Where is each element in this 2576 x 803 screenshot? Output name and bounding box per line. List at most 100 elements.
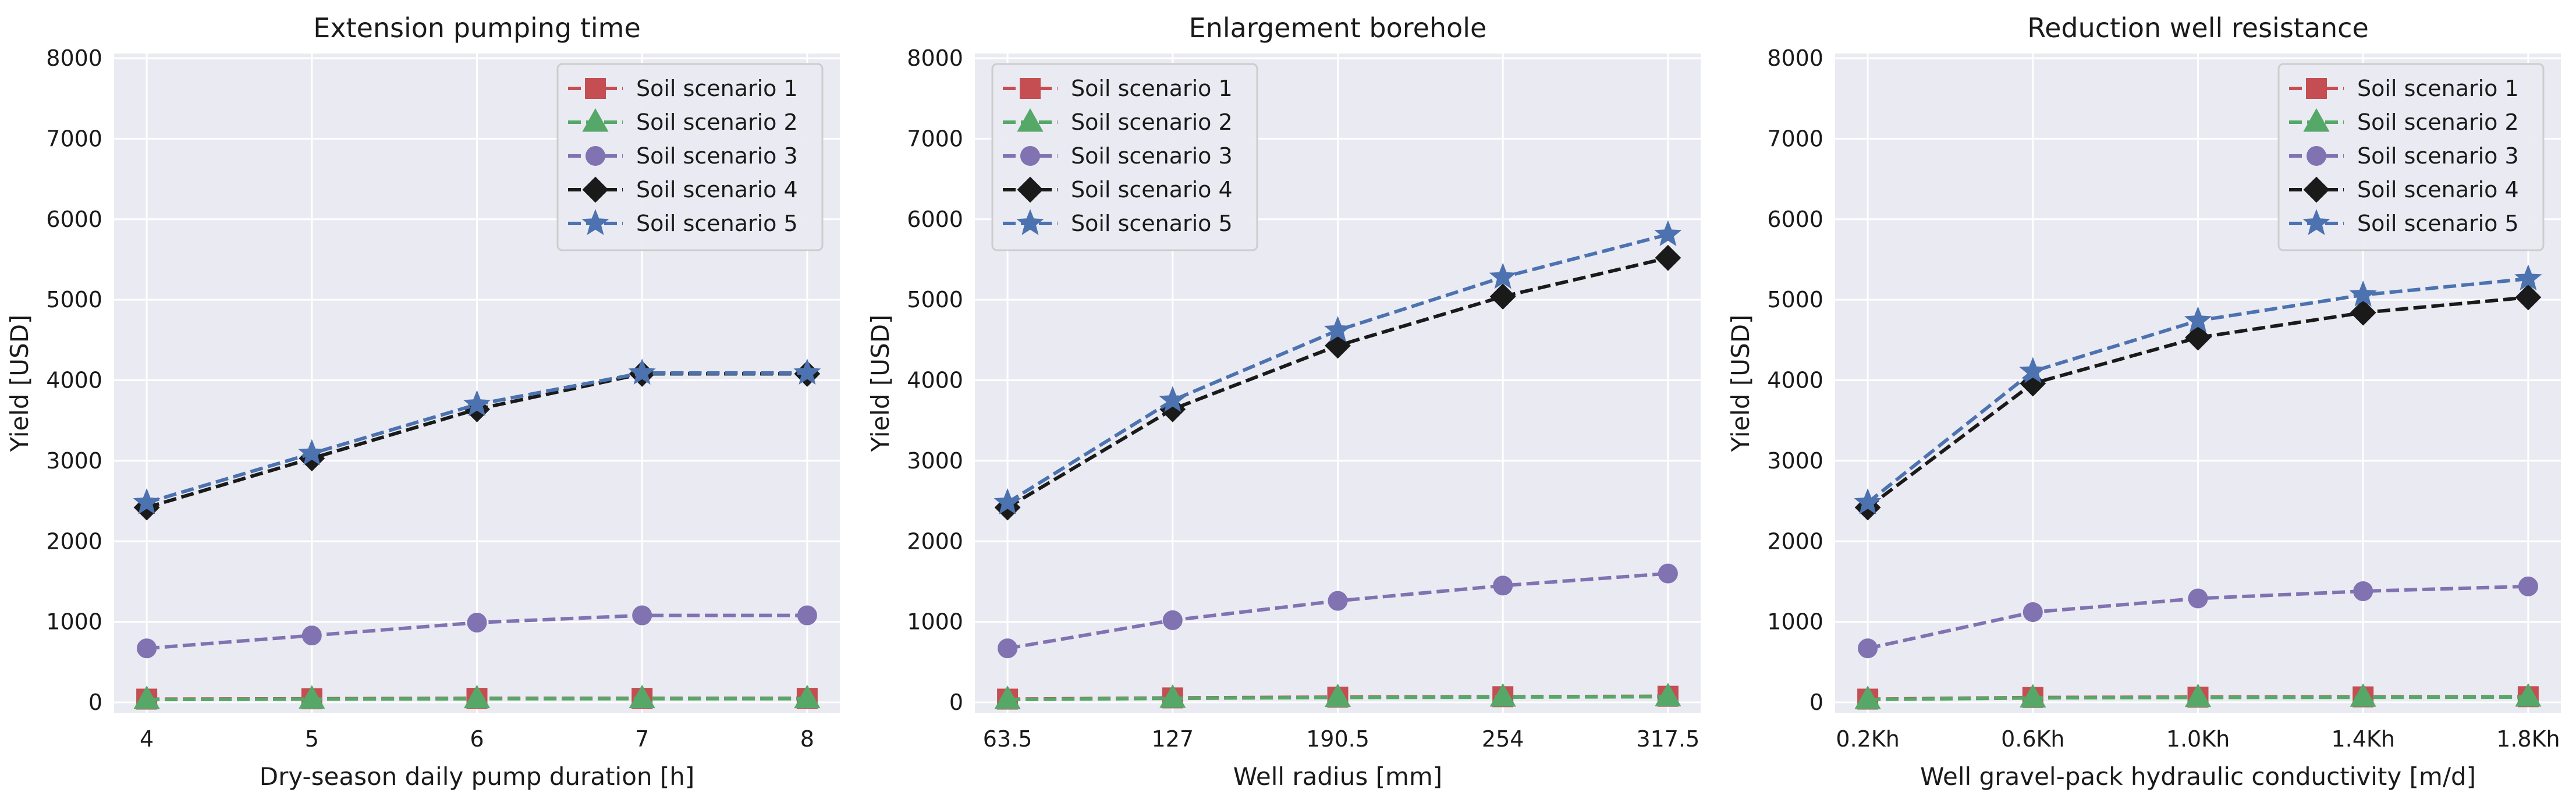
legend-marker-soil-scenario-4: [1017, 176, 1044, 203]
data-point-soil-scenario-5: [1854, 488, 1882, 514]
data-point-soil-scenario-2: [629, 684, 655, 709]
legend-marker-soil-scenario-3: [1020, 146, 1040, 166]
y-tick-label: 0: [1809, 690, 1823, 715]
data-point-soil-scenario-5: [994, 488, 1021, 514]
legend-marker-soil-scenario-4: [2303, 176, 2330, 203]
y-tick-label: 3000: [907, 448, 963, 474]
legend-label: Soil scenario 1: [636, 76, 798, 101]
chart-title: Reduction well resistance: [2027, 12, 2369, 44]
data-point-soil-scenario-5: [1324, 315, 1352, 342]
y-tick-label: 7000: [1767, 126, 1823, 151]
y-tick-label: 3000: [1767, 448, 1823, 474]
legend: Soil scenario 1 Soil scenario 2 Soil scena…: [991, 63, 1258, 251]
legend-marker-soil-scenario-2: [2303, 108, 2330, 132]
data-point-soil-scenario-3: [998, 638, 1018, 659]
legend-box: [556, 63, 824, 251]
data-point-soil-scenario-3: [467, 613, 487, 633]
legend-label: Soil scenario 5: [1071, 211, 1233, 236]
y-tick-label: 6000: [46, 207, 102, 232]
data-point-soil-scenario-4: [2185, 324, 2211, 351]
data-point-soil-scenario-4: [1655, 244, 1681, 271]
y-tick-label: 8000: [46, 45, 102, 71]
data-point-soil-scenario-3: [1162, 610, 1183, 630]
y-tick-label: 5000: [907, 287, 963, 312]
legend-label: Soil scenario 2: [636, 109, 798, 135]
data-point-soil-scenario-5: [133, 488, 161, 514]
legend-marker-soil-scenario-2: [582, 108, 609, 132]
chart-panel-enlargement-borehole: 0 1000 2000 3000 4000 5000 6000 7000 8000 63.5 127…: [866, 12, 1701, 791]
data-point-soil-scenario-4: [1489, 283, 1516, 310]
data-point-soil-scenario-5: [2019, 357, 2047, 383]
data-point-soil-scenario-2: [1159, 684, 1186, 708]
x-tick-label: 5: [305, 726, 319, 752]
data-point-soil-scenario-2: [2020, 684, 2046, 708]
x-tick-label: 6: [470, 726, 484, 752]
data-point-soil-scenario-5: [298, 439, 326, 466]
data-point-soil-scenario-5: [793, 358, 821, 385]
legend-label: Soil scenario 4: [2357, 177, 2519, 202]
legend-marker-soil-scenario-5: [2302, 209, 2330, 236]
y-tick-label: 7000: [46, 126, 102, 151]
legend-box: [2277, 63, 2545, 251]
legend-label: Soil scenario 5: [2357, 211, 2519, 236]
x-axis-label: Well radius [mm]: [1233, 762, 1442, 791]
data-point-soil-scenario-3: [1858, 638, 1878, 659]
legend-label: Soil scenario 2: [1071, 109, 1233, 135]
data-point-soil-scenario-5: [628, 358, 656, 385]
data-point-soil-scenario-3: [1328, 591, 1348, 611]
data-point-soil-scenario-5: [1159, 386, 1187, 413]
data-point-soil-scenario-3: [301, 626, 322, 646]
legend-marker-soil-scenario-3: [2307, 146, 2326, 166]
data-point-soil-scenario-3: [1493, 575, 1513, 596]
legend-marker-soil-scenario-2: [1017, 108, 1044, 132]
data-point-soil-scenario-2: [994, 685, 1021, 709]
data-point-soil-scenario-3: [1658, 563, 1678, 584]
y-tick-label: 4000: [1767, 368, 1823, 393]
legend-label: Soil scenario 3: [1071, 143, 1233, 169]
legend-label: Soil scenario 3: [636, 143, 798, 169]
chart-title: Extension pumping time: [313, 12, 641, 44]
y-tick-label: 3000: [46, 448, 102, 474]
data-point-soil-scenario-5: [1489, 262, 1517, 289]
data-point-soil-scenario-5: [2184, 306, 2212, 333]
x-tick-label: 127: [1152, 726, 1194, 752]
data-point-soil-scenario-2: [794, 684, 821, 709]
data-point-soil-scenario-5: [1654, 220, 1682, 247]
y-tick-label: 2000: [46, 528, 102, 554]
data-point-soil-scenario-2: [2515, 683, 2542, 707]
y-axis-label: Yield [USD]: [866, 315, 895, 453]
y-tick-label: 2000: [907, 528, 963, 554]
data-point-soil-scenario-5: [463, 390, 491, 417]
x-tick-label: 0.6Kh: [2001, 726, 2064, 752]
data-point-soil-scenario-2: [1489, 683, 1516, 707]
data-point-soil-scenario-2: [133, 685, 160, 709]
data-point-soil-scenario-5: [2349, 280, 2377, 307]
legend-label: Soil scenario 2: [2357, 109, 2519, 135]
x-tick-label: 254: [1482, 726, 1524, 752]
y-tick-label: 8000: [1767, 45, 1823, 71]
data-point-soil-scenario-2: [299, 685, 325, 709]
legend-marker-soil-scenario-5: [1016, 209, 1044, 236]
x-tick-label: 317.5: [1636, 726, 1699, 752]
data-point-soil-scenario-3: [137, 638, 157, 659]
x-tick-label: 7: [635, 726, 649, 752]
legend-label: Soil scenario 1: [2357, 76, 2519, 101]
y-tick-label: 1000: [1767, 609, 1823, 635]
y-axis-label: Yield [USD]: [1726, 315, 1755, 453]
legend-marker-soil-scenario-1: [1020, 78, 1041, 99]
chart-panel-reduction-well-resistance: 0 1000 2000 3000 4000 5000 6000 7000 8000 0.2Kh 0.…: [1726, 12, 2561, 791]
legend-label: Soil scenario 4: [636, 177, 798, 202]
legend-marker-soil-scenario-5: [581, 209, 609, 236]
y-tick-label: 5000: [1767, 287, 1823, 312]
y-tick-label: 1000: [907, 609, 963, 635]
y-tick-label: 1000: [46, 609, 102, 635]
x-tick-label: 1.8Kh: [2496, 726, 2560, 752]
legend-label: Soil scenario 5: [636, 211, 798, 236]
chart-title: Enlargement borehole: [1189, 12, 1487, 44]
data-point-soil-scenario-3: [632, 605, 652, 626]
data-point-soil-scenario-5: [2514, 264, 2542, 291]
legend-marker-soil-scenario-1: [2306, 78, 2327, 99]
data-point-soil-scenario-3: [2023, 602, 2043, 623]
legend: Soil scenario 1 Soil scenario 2 Soil scena…: [2277, 63, 2545, 251]
